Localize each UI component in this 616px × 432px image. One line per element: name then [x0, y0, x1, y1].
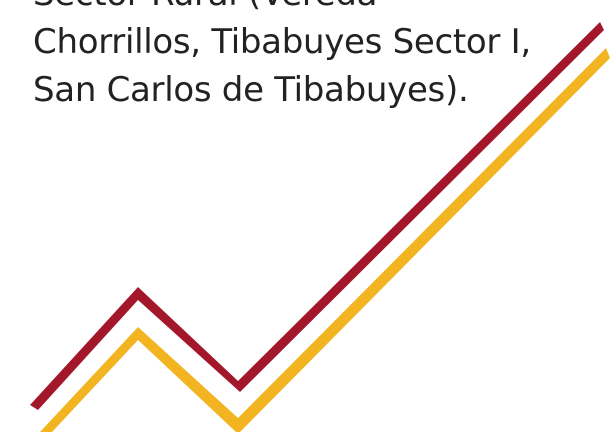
- slide-text: Sector Rural (Vereda Chorrillos, Tibabuy…: [33, 0, 593, 114]
- text-line-2: Chorrillos, Tibabuyes Sector I,: [33, 22, 531, 62]
- text-line-3: San Carlos de Tibabuyes).: [33, 70, 469, 110]
- text-line-1: Sector Rural (Vereda: [33, 0, 593, 18]
